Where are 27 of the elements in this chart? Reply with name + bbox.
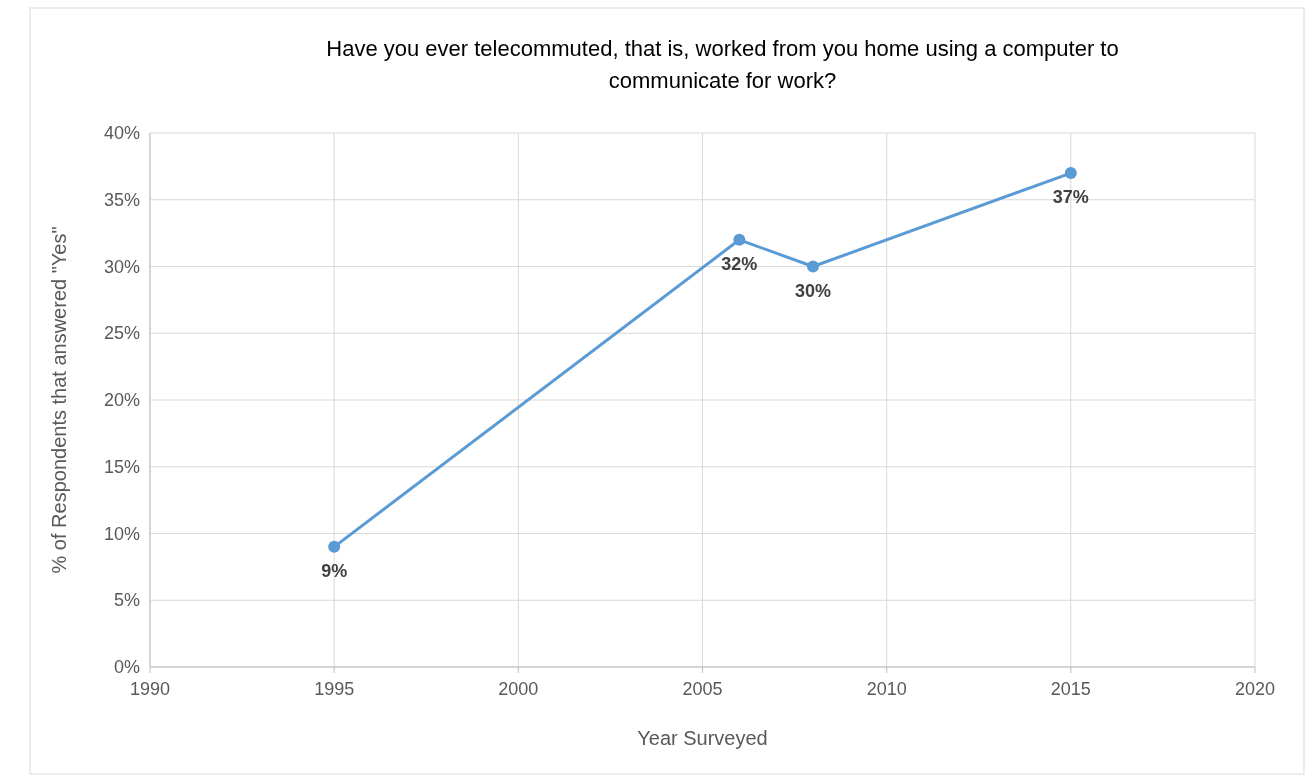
y-tick-label: 5% [113,590,140,611]
y-tick-label: 25% [103,323,140,344]
point [733,233,746,246]
x-tick-label: 2005 [682,679,723,699]
y-tick-label: 0% [113,657,140,677]
y-tick-label: 15% [103,456,140,477]
data-label: 30% [794,280,832,301]
data-label: 9% [321,560,348,581]
y-tick-label: 35% [103,189,140,210]
data-label: 32% [721,253,758,274]
point [328,540,341,553]
y-tick-label: 40% [103,123,140,143]
x-tick-label: 2000 [498,679,539,699]
y-tick-label: 10% [103,523,140,544]
data-label: 37% [1052,187,1089,208]
chart-title: Have you ever telecommuted, that is, worked from you home using a computer to communicate for work? [326,36,1119,93]
y-tick-label: 30% [103,256,140,277]
y-tick-label: 20% [103,390,140,410]
point [807,260,819,273]
x-tick-label: 1990 [129,679,171,699]
x-tick-label: 1995 [314,679,355,699]
x-tick-label: 2020 [1234,679,1276,699]
x-tick-label: 2010 [866,679,907,699]
point [1064,167,1077,180]
x-axis-title: Year Surveyed [637,727,768,749]
y-axis-title: % of Respondents that answered "Yes" [48,226,70,574]
x-tick-label: 2015 [1050,679,1091,699]
